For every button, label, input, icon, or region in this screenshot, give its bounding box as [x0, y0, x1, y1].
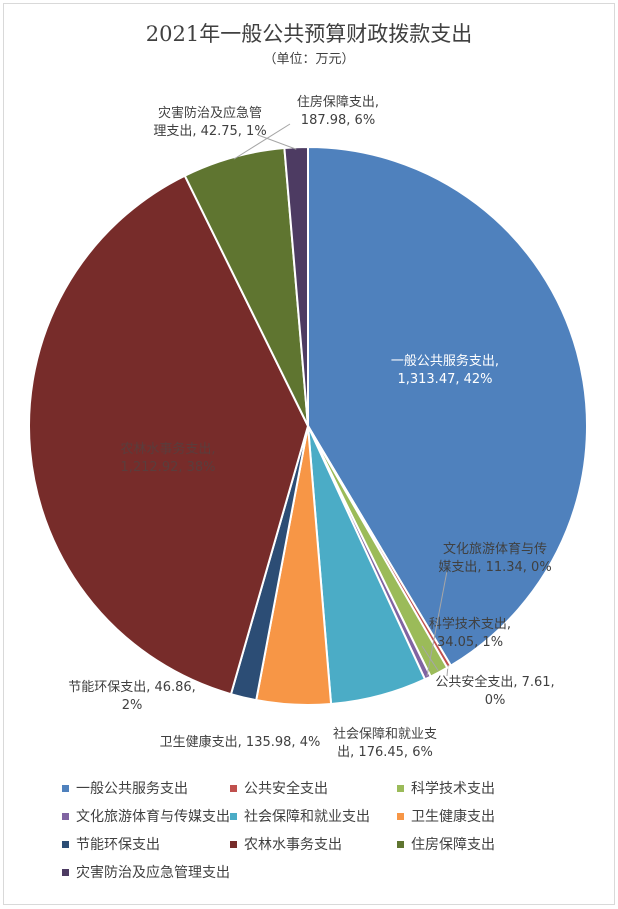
legend-label: 卫生健康支出 — [411, 809, 495, 825]
legend-swatch — [62, 812, 69, 820]
chart-title: 2021年一般公共预算财政拨款支出 — [145, 22, 473, 46]
legend-swatch — [230, 812, 237, 820]
label-leader-line — [426, 570, 448, 677]
slice-data-label: 农林水事务支出, 1,212.92, 38% — [120, 441, 215, 475]
legend-label: 社会保障和就业支出 — [244, 809, 370, 825]
legend-item: 文化旅游体育与传媒支出 — [62, 806, 230, 826]
slice-data-label: 社会保障和就业支出, 176.45, 6% — [333, 726, 437, 760]
legend-item: 住房保障支出 — [397, 834, 495, 854]
legend-item: 一般公共服务支出 — [62, 778, 188, 798]
slice-data-label: 卫生健康支出, 135.98, 4% — [160, 734, 321, 750]
legend-swatch — [62, 868, 69, 876]
legend-swatch — [397, 784, 404, 792]
slice-data-label: 科学技术支出, 34.05, 1% — [429, 616, 511, 650]
slice-data-label: 文化旅游体育与传媒支出, 11.34, 0% — [438, 541, 551, 575]
legend-item: 农林水事务支出 — [230, 834, 342, 854]
chart-frame — [3, 3, 615, 905]
legend-label: 节能环保支出 — [76, 837, 160, 853]
label-leader-line — [257, 134, 297, 150]
legend-item: 社会保障和就业支出 — [230, 806, 370, 826]
pie-slice — [283, 145, 309, 427]
legend-item: 节能环保支出 — [62, 834, 160, 854]
legend-label: 农林水事务支出 — [244, 837, 342, 853]
legend-label: 文化旅游体育与传媒支出 — [76, 809, 230, 825]
legend-swatch — [397, 840, 404, 848]
legend-label: 科学技术支出 — [411, 781, 495, 797]
legend-item: 灾害防治及应急管理支出 — [62, 862, 230, 882]
legend-swatch — [397, 812, 404, 820]
legend-item: 科学技术支出 — [397, 778, 495, 798]
pie-slice — [28, 174, 310, 696]
legend-label: 住房保障支出 — [411, 837, 495, 853]
legend-swatch — [62, 840, 69, 848]
slice-data-label: 节能环保支出, 46.86, 2% — [68, 680, 196, 713]
legend-label: 公共安全支出 — [244, 781, 328, 797]
legend-swatch — [230, 784, 237, 792]
legend-label: 灾害防治及应急管理支出 — [76, 865, 230, 881]
legend-item: 公共安全支出 — [230, 778, 328, 798]
legend-label: 一般公共服务支出 — [76, 781, 188, 797]
legend-swatch — [230, 840, 237, 848]
slice-data-label: 住房保障支出, 187.98, 6% — [297, 94, 379, 128]
pie-slice — [307, 145, 589, 668]
slice-data-label: 公共安全支出, 7.61, 0% — [435, 674, 554, 708]
legend-item: 卫生健康支出 — [397, 806, 495, 826]
label-leader-line — [233, 123, 291, 160]
chart-subtitle: （单位：万元） — [263, 52, 355, 67]
label-leader-line — [446, 664, 449, 677]
slice-data-label: 灾害防治及应急管理支出, 42.75, 1% — [153, 105, 266, 139]
legend-swatch — [62, 784, 69, 792]
slice-data-label: 一般公共服务支出, 1,313.47, 42% — [391, 353, 499, 387]
